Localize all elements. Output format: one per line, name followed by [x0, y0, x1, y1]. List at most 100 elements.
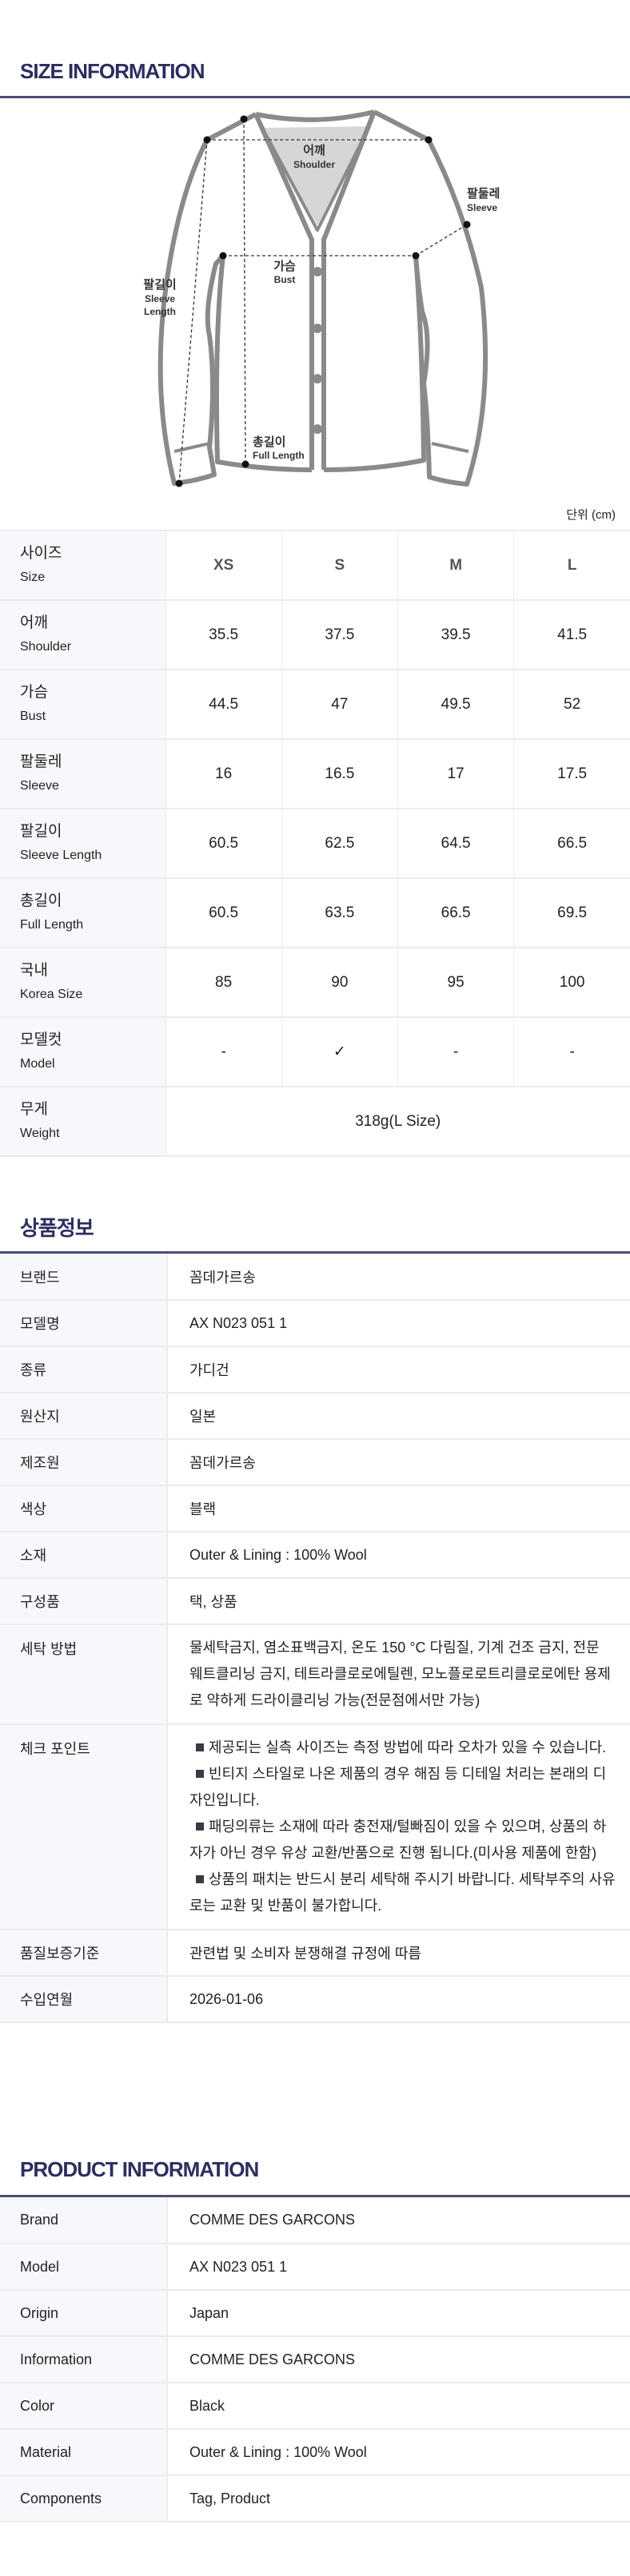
bullet-icon	[196, 1743, 204, 1752]
info-label: 브랜드	[0, 1254, 168, 1301]
row-label: 어깨 Shoulder	[0, 600, 166, 670]
info-row: Origin Japan	[0, 2290, 630, 2337]
info-value: Outer & Lining : 100% Wool	[167, 2429, 630, 2476]
label-ko: 총길이	[20, 892, 62, 909]
size-row: 총길이 Full Length 60.5 63.5 66.5 69.5	[0, 878, 630, 948]
size-xs: XS	[165, 531, 282, 601]
label-full-length-en: Full Length	[253, 450, 305, 461]
measure-points	[175, 115, 471, 487]
label-shoulder-ko: 어깨	[303, 144, 325, 157]
neckline	[255, 109, 375, 122]
info-row: 종류 가디건	[0, 1346, 630, 1393]
info-value: 물세탁금지, 염소표백금지, 온도 150 °C 다림질, 기계 건조 금지, …	[167, 1624, 630, 1725]
info-label: 종류	[0, 1346, 168, 1393]
size-row: 가슴 Bust 44.5 47 49.5 52	[0, 670, 630, 740]
size-info-title: SIZE INFORMATION	[20, 59, 205, 83]
label-ko: 어깨	[20, 614, 48, 631]
info-row: 원산지 일본	[0, 1393, 630, 1440]
collar-inner	[261, 125, 371, 232]
label-bust-ko: 가슴	[273, 260, 296, 273]
info-label: 품질보증기준	[0, 1930, 168, 1977]
info-value: COMME DES GARCONS	[167, 2336, 630, 2383]
info-label: Material	[0, 2429, 168, 2476]
weight-row: 무게 Weight 318g(L Size)	[0, 1087, 630, 1157]
label-en: Sleeve	[20, 778, 59, 793]
size-value: 49.5	[397, 670, 514, 740]
size-value: 60.5	[165, 878, 282, 948]
info-row: Color Black	[0, 2383, 630, 2430]
info-label: Origin	[0, 2290, 168, 2337]
info-label: Color	[0, 2383, 168, 2430]
full-length-line	[243, 118, 246, 465]
size-value: 44.5	[165, 670, 282, 740]
label-ko: 팔길이	[20, 822, 62, 840]
info-label: 소재	[0, 1532, 168, 1579]
info-value: Tag, Product	[167, 2475, 630, 2522]
product-info-ko-table: 브랜드 꼼데가르송 모델명 AX N023 051 1 종류 가디건 원산지 일본 제조원 꼼데가…	[0, 1254, 630, 2023]
info-label: 수입연월	[0, 1976, 168, 2023]
check-point: 패딩의류는 소재에 따라 충전재/털빠짐이 있을 수 있으며, 상품의 하자가 …	[189, 1819, 607, 1861]
label-sleeve-length-en-2: Length	[144, 306, 176, 317]
size-value: 16.5	[281, 739, 398, 809]
size-value: -	[397, 1017, 514, 1087]
weight-value: 318g(L Size)	[165, 1087, 630, 1157]
label-en: Weight	[20, 1126, 60, 1140]
info-row: 제조원 꼼데가르송	[0, 1439, 630, 1486]
info-label: Brand	[0, 2197, 168, 2244]
label-sleeve-length-en-1: Sleeve	[145, 293, 175, 304]
label-bust-en: Bust	[274, 274, 296, 285]
size-value: 16	[165, 739, 282, 809]
buttons	[313, 267, 322, 434]
row-label: 무게 Weight	[0, 1087, 166, 1157]
bullet-icon	[196, 1875, 204, 1884]
info-value: 2026-01-06	[167, 1976, 630, 2023]
info-label: 제조원	[0, 1439, 168, 1486]
product-info-en-table: Brand COMME DES GARCONS Model AX N023 051 1…	[0, 2197, 630, 2522]
size-value: 63.5	[281, 878, 398, 948]
info-label: 체크 포인트	[0, 1724, 168, 1930]
measure-lines	[178, 118, 468, 484]
size-m: M	[397, 531, 514, 601]
row-label: 사이즈 Size	[0, 531, 166, 601]
info-label: 세탁 방법	[0, 1624, 168, 1725]
sleeve-line	[415, 224, 468, 256]
row-label: 가슴 Bust	[0, 670, 166, 740]
info-label: Components	[0, 2475, 168, 2522]
size-value: 66.5	[397, 878, 514, 948]
right-sleeve	[373, 109, 488, 487]
info-row: Brand COMME DES GARCONS	[0, 2197, 630, 2244]
size-row: 팔둘레 Sleeve 16 16.5 17 17.5	[0, 739, 630, 809]
label-sleeve-ko: 팔둘레	[467, 186, 500, 201]
info-value: AX N023 051 1	[167, 1300, 630, 1347]
label-en: Sleeve Length	[20, 848, 102, 862]
info-value: 꼼데가르송	[167, 1254, 630, 1301]
size-value: 90	[281, 948, 398, 1018]
label-ko: 무게	[20, 1100, 48, 1118]
collar-inner-fill	[262, 126, 369, 225]
info-row: Information COMME DES GARCONS	[0, 2336, 630, 2383]
info-value: COMME DES GARCONS	[167, 2197, 630, 2244]
label-en: Bust	[20, 709, 46, 723]
size-value: 66.5	[513, 809, 630, 879]
bullet-icon	[196, 1770, 204, 1779]
size-value: 17.5	[513, 739, 630, 809]
size-row: 국내 Korea Size 85 90 95 100	[0, 948, 630, 1018]
label-ko: 가슴	[20, 683, 48, 701]
info-row: Model AX N023 051 1	[0, 2244, 630, 2291]
check-points: 제공되는 실측 사이즈는 측정 방법에 따라 오차가 있을 수 있습니다. 빈티지…	[167, 1724, 630, 1930]
check-point: 제공되는 실측 사이즈는 측정 방법에 따라 오차가 있을 수 있습니다.	[209, 1739, 607, 1755]
info-value: 관련법 및 소비자 분쟁해결 규정에 따름	[167, 1930, 630, 1977]
left-sleeve	[158, 112, 257, 486]
label-sleeve-length-ko: 팔길이	[143, 277, 176, 292]
title-divider	[0, 96, 630, 98]
check-point: 상품의 패치는 반드시 분리 세탁해 주시기 바랍니다. 세탁부주의 사유로는 …	[189, 1871, 616, 1914]
label-en: Full Length	[20, 917, 84, 932]
size-table: 사이즈 Size XS S M L 어깨 Shoulder 35.5 37.5 39.5 4…	[0, 530, 630, 1157]
product-info-ko-title: 상품정보	[20, 1216, 94, 1240]
sleeve-length-line	[178, 139, 208, 484]
size-row: 모델컷 Model - ✓ - -	[0, 1017, 630, 1087]
info-row: 색상 블랙	[0, 1485, 630, 1532]
label-en: Korea Size	[20, 987, 83, 1001]
label-ko: 국내	[20, 961, 48, 979]
size-value: 85	[165, 948, 282, 1018]
